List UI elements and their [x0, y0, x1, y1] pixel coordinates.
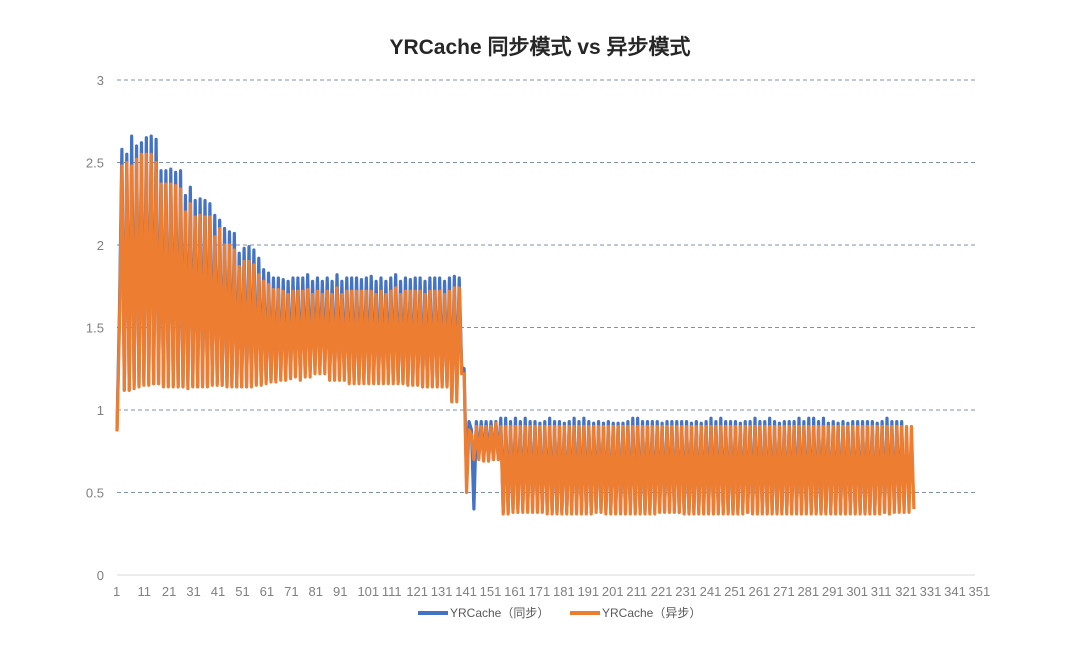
- x-tick-label: 151: [480, 584, 502, 599]
- x-tick-label: 101: [357, 584, 379, 599]
- x-tick-label: 121: [406, 584, 428, 599]
- x-tick-label: 181: [553, 584, 575, 599]
- series-lines: [115, 134, 916, 516]
- y-tick-label: 2.5: [86, 156, 104, 171]
- x-tick-label: 1: [113, 584, 120, 599]
- x-tick-label: 131: [431, 584, 453, 599]
- x-tick-label: 241: [700, 584, 722, 599]
- x-tick-label: 21: [162, 584, 176, 599]
- x-tick-label: 291: [822, 584, 844, 599]
- x-tick-label: 31: [186, 584, 200, 599]
- y-tick-label: 0.5: [86, 486, 104, 501]
- x-tick-label: 41: [211, 584, 225, 599]
- x-tick-label: 81: [309, 584, 323, 599]
- x-tick-label: 201: [602, 584, 624, 599]
- y-tick-label: 2: [97, 238, 104, 253]
- x-tick-label: 111: [382, 584, 402, 599]
- y-tick-label: 1.5: [86, 321, 104, 336]
- x-tick-label: 311: [871, 584, 892, 599]
- x-tick-label: 211: [626, 584, 647, 599]
- x-tick-label: 351: [969, 584, 991, 599]
- x-tick-label: 191: [577, 584, 599, 599]
- legend: YRCache（同步） YRCache（异步）: [418, 606, 701, 620]
- legend-label-async: YRCache（异步）: [602, 606, 701, 620]
- x-tick-label: 321: [895, 584, 917, 599]
- y-tick-label: 1: [97, 403, 104, 418]
- x-tick-label: 301: [846, 584, 868, 599]
- x-tick-label: 161: [504, 584, 526, 599]
- y-tick-label: 3: [97, 73, 104, 88]
- x-tick-label: 71: [284, 584, 298, 599]
- x-tick-label: 231: [675, 584, 697, 599]
- x-tick-label: 91: [333, 584, 347, 599]
- chart-title: YRCache 同步模式 vs 异步模式: [389, 35, 690, 59]
- x-tick-label: 271: [773, 584, 795, 599]
- x-tick-label: 251: [724, 584, 746, 599]
- x-tick-label: 221: [651, 584, 673, 599]
- x-tick-label: 141: [455, 584, 477, 599]
- y-tick-label: 0: [97, 568, 104, 583]
- x-tick-label: 171: [529, 584, 551, 599]
- x-tick-label: 61: [260, 584, 274, 599]
- x-tick-label: 11: [137, 584, 151, 599]
- x-tick-label: 281: [797, 584, 819, 599]
- series-line-async: [115, 152, 916, 516]
- x-tick-label: 261: [749, 584, 771, 599]
- x-tick-label: 331: [920, 584, 942, 599]
- x-tick-label: 51: [235, 584, 249, 599]
- x-axis-tick-labels: 1 11 21 31 41 51 61 71 81 91 101 111 121 131 141 151 161…: [113, 584, 990, 599]
- legend-label-sync: YRCache（同步）: [450, 606, 549, 620]
- y-axis-tick-labels: 0 0.5 1 1.5 2 2.5 3: [86, 73, 104, 583]
- x-tick-label: 341: [944, 584, 966, 599]
